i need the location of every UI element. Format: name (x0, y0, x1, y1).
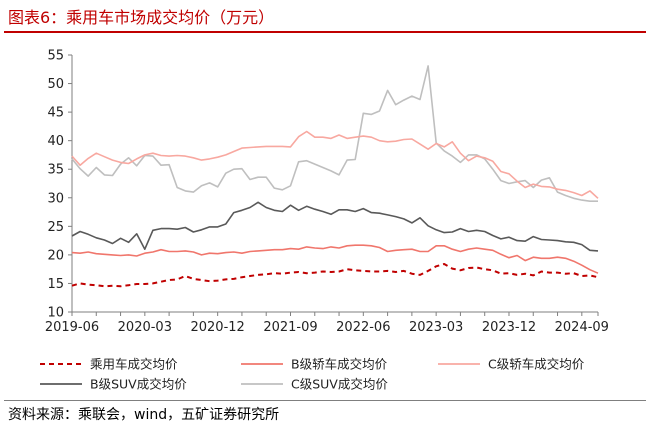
y-tick-label: 30 (47, 191, 64, 206)
chart-legend: 乘用车成交均价 B级轿车成交均价 C级轿车成交均价 B级SUV成交均价 C级SUV成交均… (40, 357, 585, 392)
y-tick-label: 10 (47, 306, 64, 321)
x-tick-label: 2023-03 (409, 320, 463, 335)
series-line-1 (71, 244, 599, 274)
x-tick-label: 2020-03 (118, 320, 172, 335)
series-line-0 (71, 263, 599, 288)
x-tick-label: 2021-09 (263, 320, 317, 335)
chart-axes: 10 15 20 25 30 35 40 45 50 55 2019-06 2020-03 2020-1… (45, 49, 609, 336)
y-tick-label: 50 (47, 77, 64, 92)
legend-label: 乘用车成交均价 (90, 357, 178, 372)
chart-series (71, 65, 599, 288)
x-tick-label: 2023-12 (482, 320, 536, 335)
x-tick-label: 2020-12 (190, 320, 244, 335)
x-tick-label: 2024-09 (555, 320, 609, 335)
title-rule (4, 31, 646, 33)
source-rule (4, 400, 646, 401)
y-tick-label: 55 (47, 49, 64, 64)
y-tick-label: 45 (47, 106, 64, 121)
legend-label: C级轿车成交均价 (488, 357, 585, 372)
legend-label: B级SUV成交均价 (90, 377, 187, 392)
legend-label: B级轿车成交均价 (291, 357, 388, 372)
x-tick-label: 2019-06 (45, 320, 99, 335)
series-line-4 (71, 65, 598, 202)
x-tick-label: 2022-06 (336, 320, 390, 335)
chart-title: 图表6：乘用车市场成交均价（万元） (8, 8, 275, 27)
y-tick-label: 35 (47, 163, 64, 178)
y-tick-label: 20 (47, 248, 64, 263)
legend-label: C级SUV成交均价 (291, 377, 388, 392)
y-tick-label: 15 (47, 277, 64, 292)
series-line-2 (71, 130, 599, 199)
y-tick-label: 40 (47, 134, 64, 149)
source-note: 资料来源：乘联会，wind，五矿证券研究所 (8, 407, 280, 423)
series-line-3 (71, 201, 599, 252)
y-tick-label: 25 (47, 220, 64, 235)
